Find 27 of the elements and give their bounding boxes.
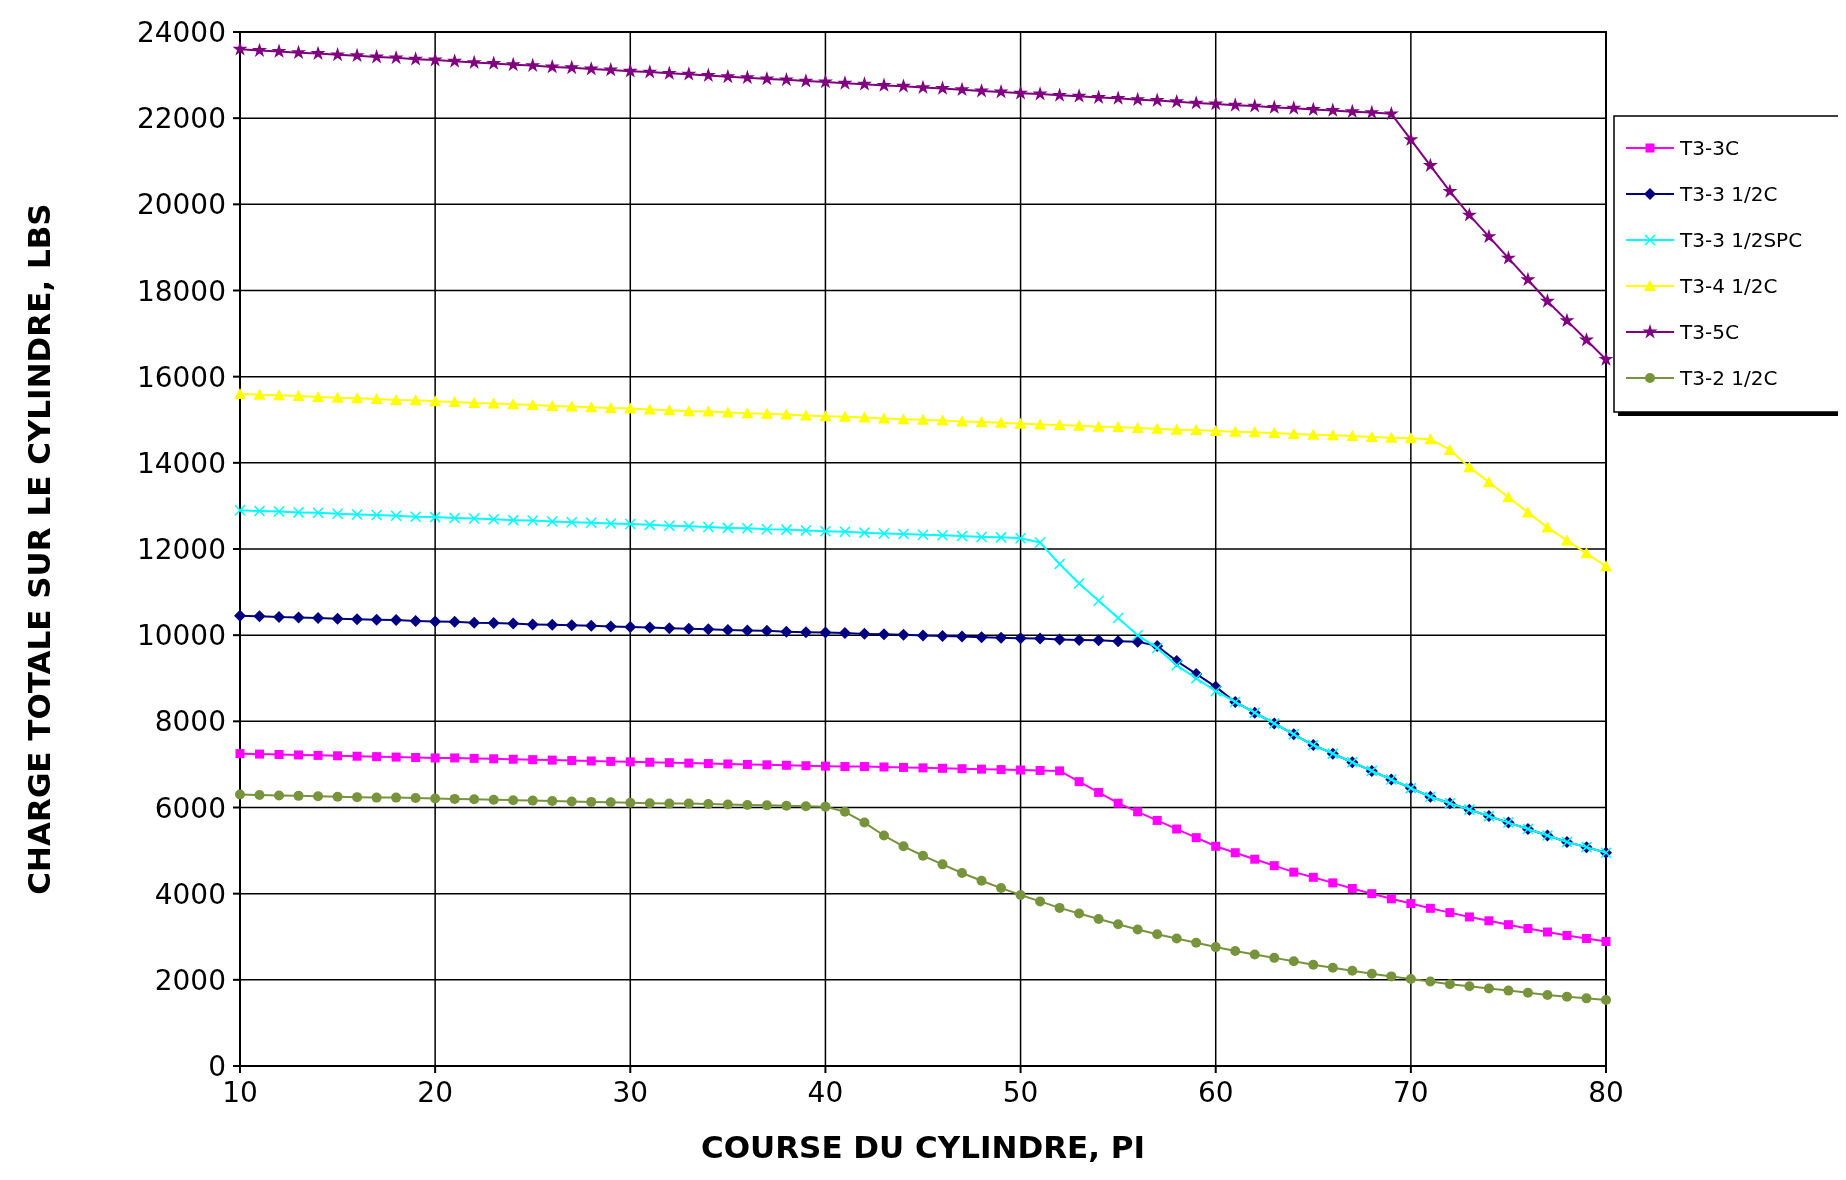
x-tick-label: 80	[1588, 1076, 1624, 1109]
y-tick-label: 12000	[136, 533, 226, 566]
legend-label: T3-5C	[1679, 320, 1739, 344]
x-tick-label: 70	[1393, 1076, 1429, 1109]
y-tick-label: 10000	[136, 619, 226, 653]
x-tick-label: 40	[807, 1076, 844, 1109]
y-tick-label: 22000	[136, 102, 226, 136]
x-axis-title: COURSE DU CYLINDRE, PI	[700, 1129, 1146, 1165]
x-tick-label: 50	[1002, 1076, 1039, 1109]
x-tick-label: 60	[1197, 1076, 1234, 1109]
y-tick-label: 20000	[136, 188, 226, 222]
legend-label: T3-2 1/2C	[1679, 366, 1778, 390]
y-tick-label: 4000	[154, 877, 226, 911]
y-tick-label: 24000	[136, 16, 226, 49]
y-tick-label: 2000	[154, 963, 226, 997]
legend-label: T3-3C	[1679, 136, 1739, 160]
legend-label: T3-3 1/2SPC	[1679, 228, 1803, 252]
x-tick-label: 30	[612, 1076, 649, 1109]
legend-label: T3-4 1/2C	[1679, 274, 1778, 298]
legend-label: T3-3 1/2C	[1679, 182, 1778, 206]
y-tick-label: 16000	[136, 360, 226, 394]
y-tick-label: 6000	[154, 791, 226, 825]
y-axis-title: CHARGE TOTALE SUR LE CYLINDRE, LBS	[21, 203, 57, 895]
y-tick-label: 8000	[154, 705, 226, 739]
x-tick-label: 20	[417, 1076, 453, 1109]
y-tick-label: 18000	[136, 274, 226, 308]
y-tick-label: 14000	[136, 446, 226, 480]
